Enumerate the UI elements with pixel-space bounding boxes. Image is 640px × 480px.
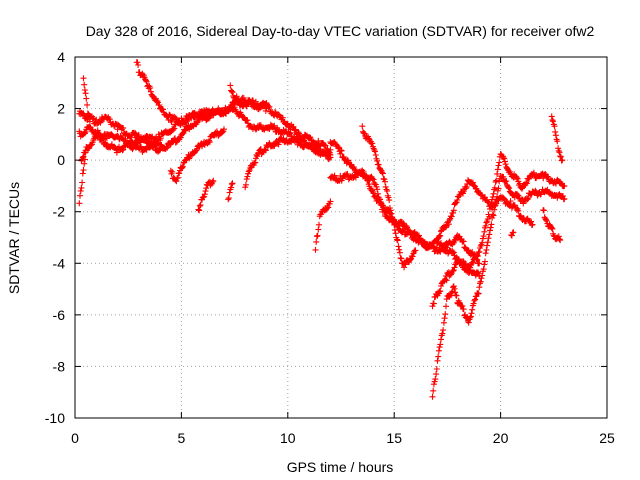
plot-frame [74,56,608,419]
series-trace-c [78,130,164,164]
series-trace-d [76,149,89,207]
x-tick-label: 15 [386,430,402,446]
series-markers [540,207,564,244]
series-markers [312,198,334,253]
series-markers [133,59,217,128]
series-markers [225,180,236,203]
series-markers [429,173,568,400]
series-markers [78,130,164,164]
series-markers [76,149,89,207]
series-trace-n [327,167,483,267]
series-markers [359,123,419,271]
x-tick-label: 10 [280,430,296,446]
y-axis-label: SDTVAR / TECUs [6,182,22,294]
series-trace-r [433,177,536,243]
series-markers [508,229,517,239]
series-markers [195,177,217,214]
y-tick-label: 2 [57,101,65,117]
series-trace-g [167,126,227,185]
x-axis-label: GPS time / hours [287,459,394,475]
series-trace-t [540,207,564,244]
y-tick-label: -10 [45,410,65,426]
y-tick-label: -8 [53,358,66,374]
series-trace-e [80,75,93,125]
y-tick-label: 4 [57,49,65,65]
y-tick-labels: -10 -8 -6 -4 -2 0 2 4 [45,49,65,426]
series-trace-q [429,173,568,400]
series-markers [327,167,483,267]
x-tick-label: 0 [71,430,79,446]
ticks [74,56,608,419]
x-tick-label: 25 [599,430,615,446]
series-trace-u [548,113,566,164]
series-markers [80,75,93,125]
series-markers [548,113,566,164]
x-tick-label: 20 [493,430,509,446]
series-trace-h [195,177,217,214]
y-tick-label: -2 [53,204,66,220]
series-trace-i [225,180,236,203]
x-tick-label: 5 [178,430,186,446]
series-trace-k [242,135,334,191]
series-trace-l [312,198,334,253]
x-tick-labels: 0 5 10 15 20 25 [71,430,615,446]
series-markers [227,82,334,156]
series-trace-s [508,229,517,239]
series-markers [167,126,227,185]
y-tick-label: 0 [57,152,65,168]
series-markers [433,177,536,243]
series-trace-o [359,123,419,271]
y-tick-label: -6 [53,307,66,323]
series-trace-j [227,82,334,156]
series-markers [242,135,334,191]
chart-title: Day 328 of 2016, Sidereal Day-to-day VTE… [86,23,595,39]
y-tick-label: -4 [53,255,66,271]
data-points [76,59,568,400]
series-trace-f [133,59,217,128]
